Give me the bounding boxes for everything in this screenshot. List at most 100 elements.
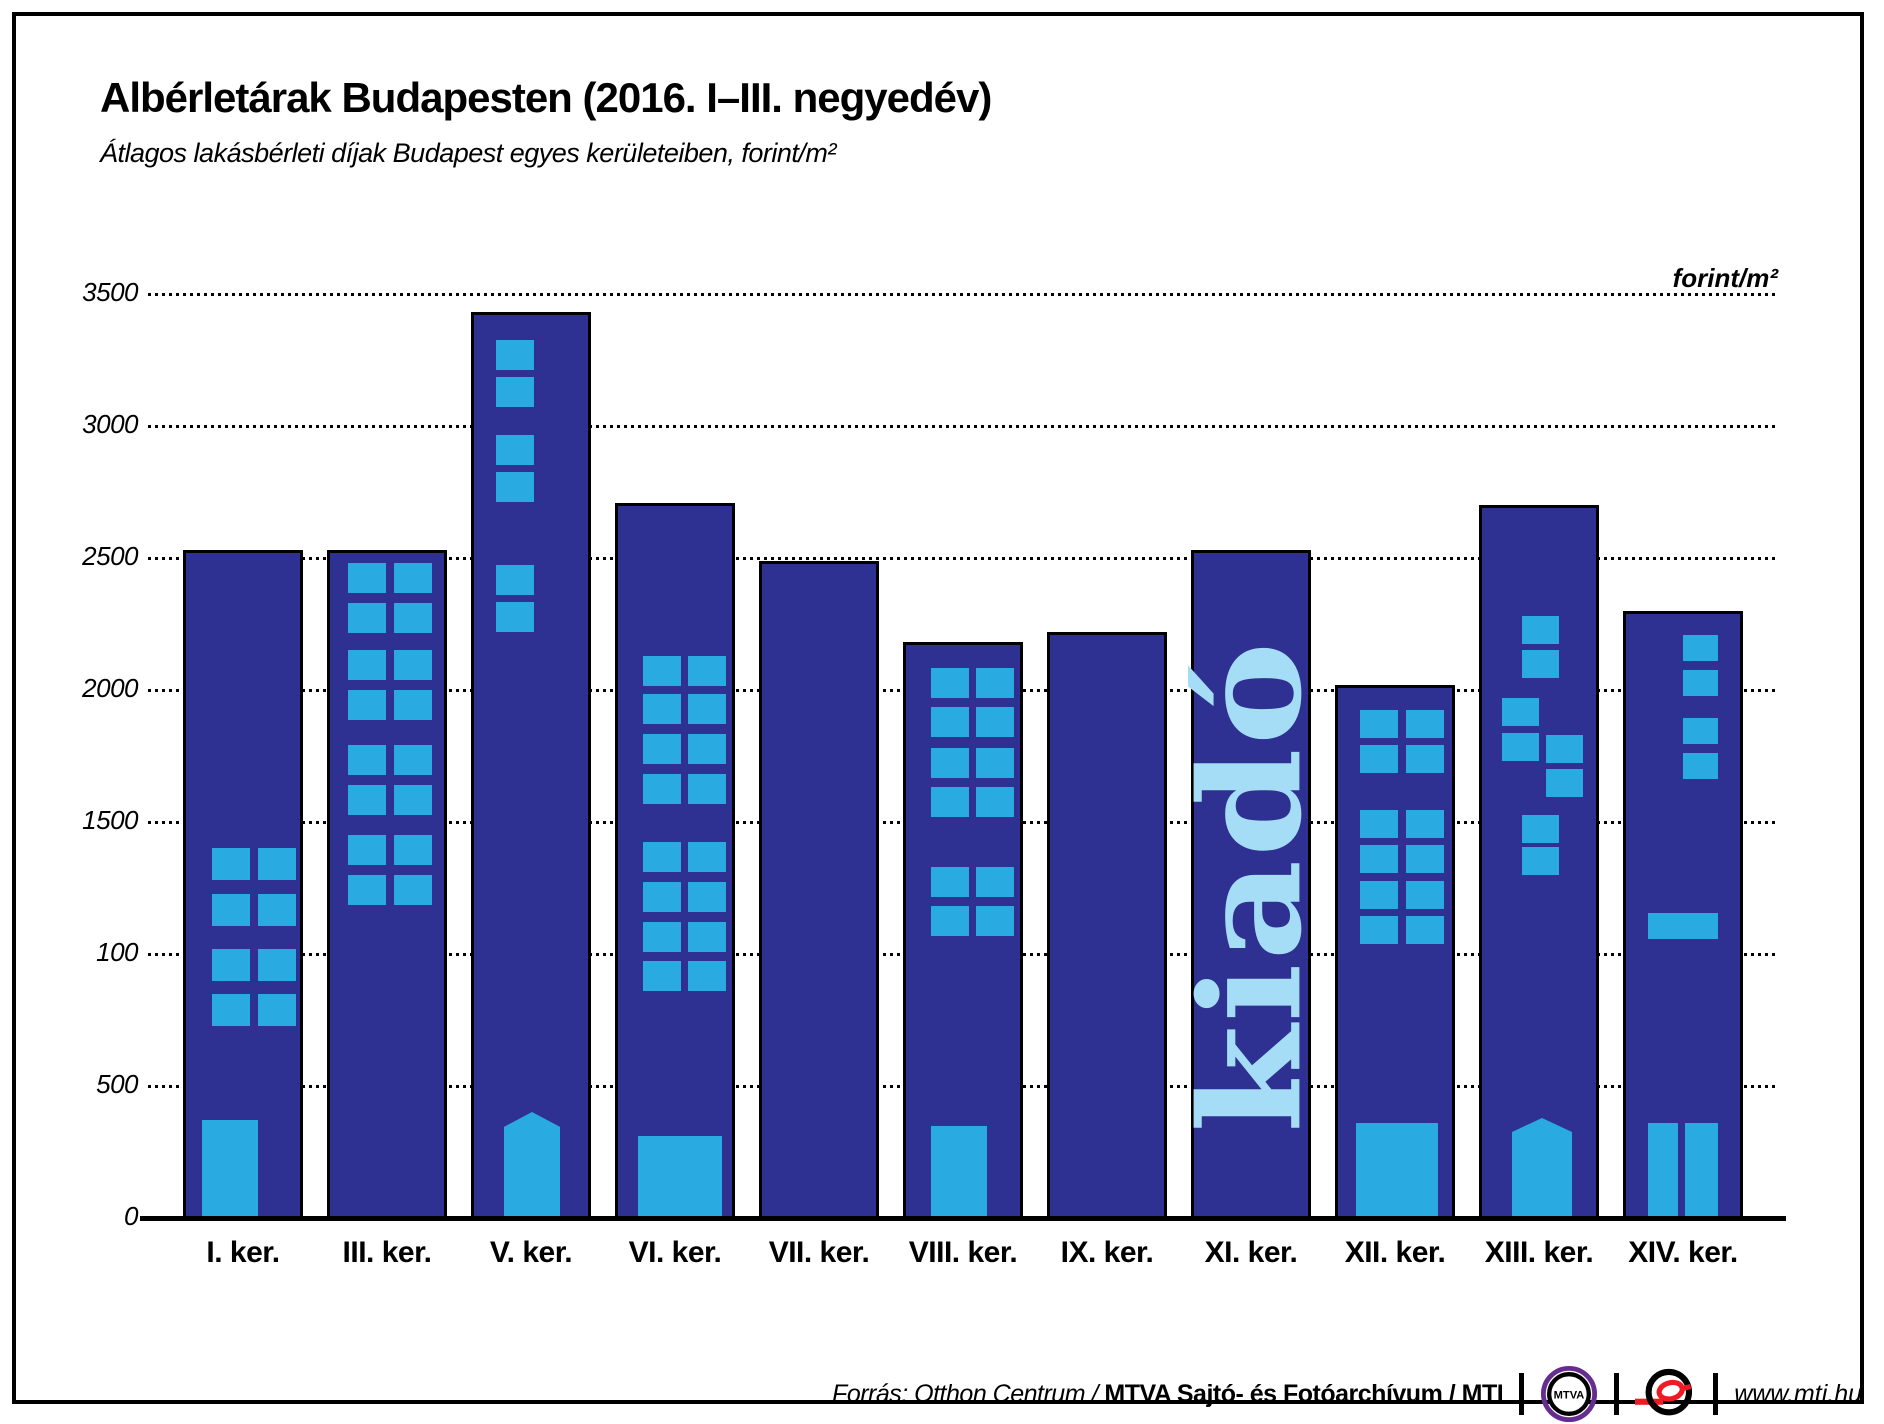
building-window — [496, 472, 534, 502]
building-window — [348, 835, 386, 865]
building-door — [1512, 1118, 1572, 1218]
building-window — [931, 906, 969, 936]
building-window — [348, 785, 386, 815]
footer: Forrás: Otthon Centrum / MTVA Sajtó- és … — [832, 1365, 1862, 1423]
building-window — [1522, 616, 1559, 644]
building-window — [212, 994, 250, 1026]
building-bar-XIVker — [1623, 611, 1743, 1218]
building-window — [212, 949, 250, 981]
building-window — [1360, 810, 1398, 838]
y-axis-tick-label: 0 — [124, 1201, 138, 1231]
website-link: www.mti.hu — [1734, 1379, 1862, 1408]
building-window — [976, 787, 1014, 817]
y-axis-tick-label: 2000 — [82, 673, 138, 703]
y-axis-tick-label: 3000 — [82, 409, 138, 439]
building-window — [688, 922, 726, 952]
building-window — [1502, 698, 1539, 726]
building-window — [394, 690, 432, 720]
building-door — [638, 1136, 722, 1218]
building-bar-IIIker — [327, 550, 447, 1218]
x-axis-category-label: XI. ker. — [1204, 1236, 1298, 1269]
building-window — [643, 734, 681, 764]
building-window — [258, 994, 296, 1026]
building-window — [688, 774, 726, 804]
y-axis-unit-label: forint/m² — [1672, 263, 1778, 293]
building-window — [688, 734, 726, 764]
x-axis-category-label: V. ker. — [489, 1236, 573, 1269]
building-window — [688, 694, 726, 724]
building-window — [348, 563, 386, 593]
y-axis-tick-label: 1500 — [82, 805, 138, 835]
building-window — [258, 848, 296, 880]
x-axis-category-label: III. ker. — [342, 1236, 432, 1269]
building-window — [258, 894, 296, 926]
x-axis-category-label: IX. ker. — [1060, 1236, 1154, 1269]
building-door — [504, 1112, 560, 1218]
building-window — [1683, 670, 1718, 696]
building-window — [688, 656, 726, 686]
building-window — [1360, 916, 1398, 944]
building-window — [212, 848, 250, 880]
building-window — [1683, 913, 1718, 939]
y-axis-tick-label: 2500 — [82, 541, 138, 571]
x-axis-category-label: XIII. ker. — [1484, 1236, 1594, 1269]
building-window — [643, 922, 681, 952]
building-window — [394, 875, 432, 905]
building-bar-VIIker — [759, 561, 879, 1218]
building-window — [394, 785, 432, 815]
building-window — [931, 748, 969, 778]
building-window — [1546, 735, 1583, 763]
source-credit: Forrás: Otthon Centrum / MTVA Sajtó- és … — [832, 1379, 1504, 1409]
building-window — [1683, 753, 1718, 779]
building-window — [1406, 710, 1444, 738]
building-bar-XIker: kiadó — [1168, 550, 1332, 1218]
building-window — [258, 949, 296, 981]
building-window — [496, 377, 534, 407]
building-bar-XIIker — [1335, 685, 1455, 1218]
building-bar-IXker — [1047, 632, 1167, 1218]
y-axis-tick-label: 3500 — [82, 277, 138, 307]
building-window — [1546, 769, 1583, 797]
mtva-logo-text: MTVA — [1554, 1389, 1585, 1401]
building-window — [496, 435, 534, 465]
building-window — [1683, 718, 1718, 744]
building-window — [931, 867, 969, 897]
building-window — [976, 668, 1014, 698]
building-window — [688, 961, 726, 991]
gridline-3500 — [148, 293, 1775, 296]
building-window — [496, 340, 534, 370]
y-axis-tick-label: 100 — [96, 937, 138, 967]
building-window — [1406, 916, 1444, 944]
building-window — [931, 707, 969, 737]
building-window — [348, 603, 386, 633]
building-bar-VIIIker — [903, 642, 1023, 1218]
gridline-2500 — [148, 557, 1775, 560]
x-axis-category-label: XIV. ker. — [1628, 1236, 1738, 1269]
building-window — [1406, 810, 1444, 838]
building-window — [1406, 845, 1444, 873]
building-window — [1502, 733, 1539, 761]
building-window — [976, 867, 1014, 897]
source-credit-bold: MTVA Sajtó- és Fotóarchívum / MTI — [1104, 1379, 1504, 1408]
building-window — [976, 748, 1014, 778]
building-window — [394, 745, 432, 775]
building-window — [394, 603, 432, 633]
x-axis-category-label: I. ker. — [206, 1236, 280, 1269]
building-door — [1356, 1123, 1438, 1218]
building-bar-Iker — [183, 550, 303, 1218]
building-window — [394, 563, 432, 593]
x-axis-category-label: VIII. ker. — [908, 1236, 1018, 1269]
x-axis-category-label: VI. ker. — [628, 1236, 722, 1269]
building-window — [1360, 745, 1398, 773]
building-window — [976, 906, 1014, 936]
building-bar-XIIIker — [1479, 505, 1599, 1218]
mtva-logo-icon: MTVA — [1540, 1365, 1598, 1423]
footer-divider — [1519, 1373, 1525, 1415]
x-axis-line — [140, 1216, 1786, 1221]
building-window — [1648, 913, 1683, 939]
building-window — [1683, 635, 1718, 661]
building-window — [1406, 881, 1444, 909]
page-border-frame — [12, 12, 1864, 1404]
kiado-annotation: kiadó — [1168, 638, 1333, 1133]
building-bar-Vker — [471, 312, 591, 1218]
